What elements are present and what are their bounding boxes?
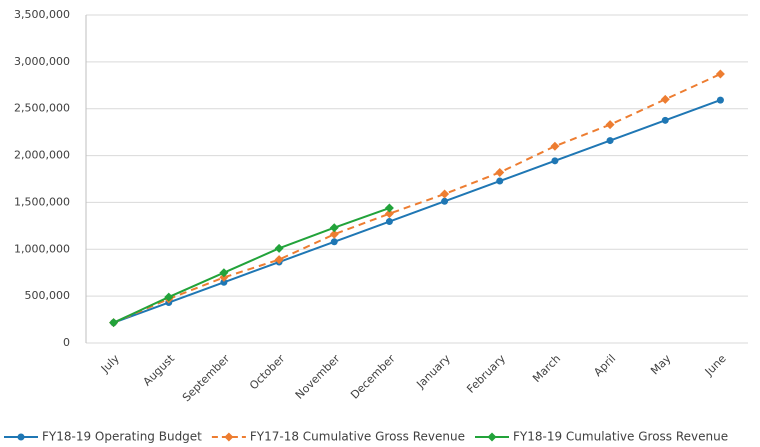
series-line [113,207,390,324]
x-tick-label: January [413,352,453,392]
marker [274,243,284,253]
marker [441,197,449,205]
x-tick-label: April [591,352,618,379]
marker [660,94,670,104]
x-tick-label: September [180,352,233,405]
y-tick-label: 3,500,000 [14,8,70,21]
marker [715,69,725,79]
marker [487,432,497,442]
y-tick-label: 2,500,000 [14,102,70,115]
marker [329,223,339,233]
x-tick-label: February [464,352,508,396]
marker [219,268,229,278]
legend-label: FY18-19 Operating Budget [42,430,202,444]
y-tick-label: 1,000,000 [14,242,70,255]
marker [551,157,559,165]
y-tick-label: 1,500,000 [14,195,70,208]
x-tick-label: December [348,352,398,402]
series-line [113,99,721,324]
marker [224,432,234,442]
marker [385,218,393,226]
marker [329,229,339,239]
marker [661,116,669,124]
x-tick-label: March [530,352,563,385]
marker [384,203,394,213]
marker [17,433,25,441]
series-line [113,73,721,324]
marker [220,278,228,286]
y-tick-label: 3,000,000 [14,55,70,68]
marker [219,272,229,282]
x-tick-label: August [141,352,178,389]
x-tick-label: November [293,352,343,402]
marker [495,167,505,177]
marker [330,238,338,246]
x-tick-label: July [98,352,122,376]
marker [384,209,394,219]
legend-label: FY18-19 Cumulative Gross Revenue [513,430,728,444]
marker [274,255,284,265]
legend-label: FY17-18 Cumulative Gross Revenue [250,430,465,444]
marker [496,177,504,185]
marker [606,137,614,145]
y-tick-label: 0 [63,336,70,349]
marker [605,120,615,130]
marker [550,141,560,151]
marker [109,318,119,328]
x-tick-label: May [648,352,674,378]
y-tick-label: 2,000,000 [14,149,70,162]
x-tick-label: October [247,352,288,393]
x-tick-label: June [702,352,729,379]
marker [716,96,724,104]
y-tick-label: 500,000 [25,289,71,302]
marker [440,189,450,199]
marker [164,292,174,302]
